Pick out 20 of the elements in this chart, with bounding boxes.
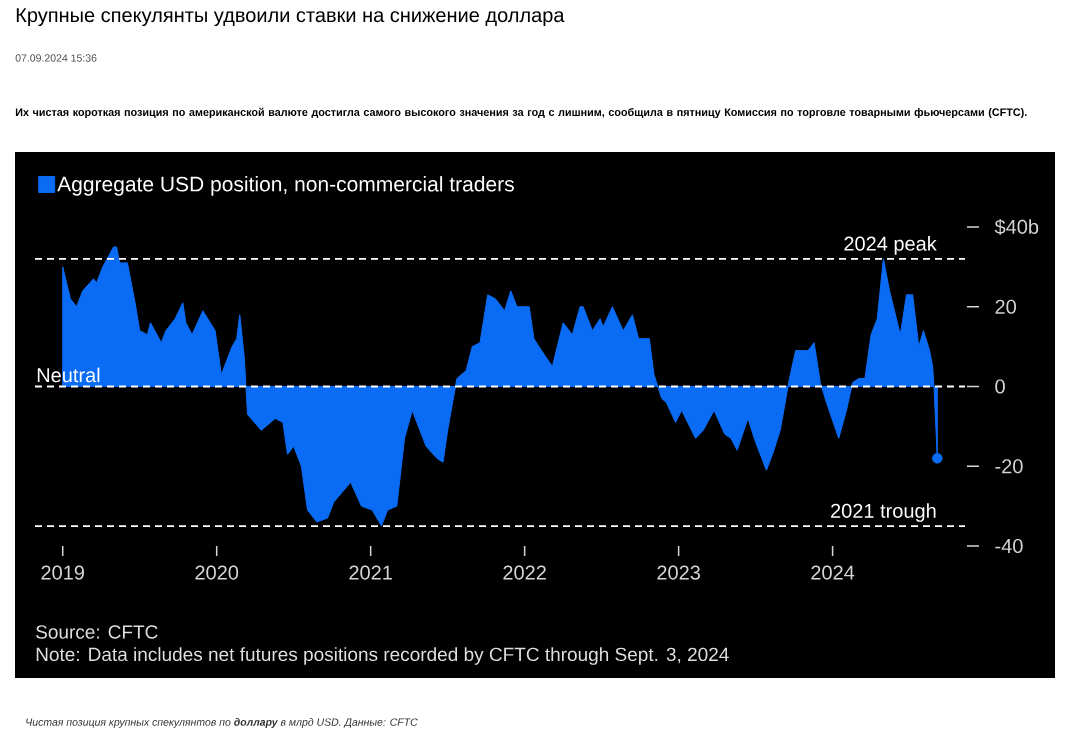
y-tick-label: 20: [995, 299, 1016, 314]
text: Чистая позиция крупных спекулянтов по доллару в млрд USD. Данные: CFTC: [26, 718, 418, 728]
y-tick-label: $40b: [994, 218, 1039, 236]
x-tick-label: 2024: [811, 565, 855, 580]
text: 07.09.2024 15:36: [15, 54, 97, 62]
x-tick-label: 2021: [349, 565, 392, 580]
x-tick-label: 2022: [503, 565, 546, 580]
source-note: Source: CFTC: [36, 625, 158, 639]
x-tick-label: 2023: [657, 565, 700, 580]
ref-line-label: 2024 peak: [844, 236, 937, 255]
x-tick-label: 2020: [195, 565, 239, 580]
y-tick-label: -20: [995, 459, 1023, 474]
x-tick-label: 2019: [41, 565, 84, 580]
y-tick-label: 0: [995, 379, 1005, 394]
text: Их чистая короткая позиция по американской валюте достигла самого высокого значения за год с лишним, сообщила в пятницу Комиссия по торговле товарными фьючерсами (CFTC).: [15, 107, 1027, 119]
text: Note: Data includes net futures positions recorded by CFTC through Sept. 3, 2024: [36, 647, 729, 665]
chart-title: Крупные спекулянты удвоили ставки на снижение доллара: [16, 8, 565, 27]
legend-label: Aggregate USD position, non-commercial traders: [57, 176, 514, 196]
y-tick-label: -40: [995, 538, 1023, 554]
ref-line-label: 2021 trough: [831, 503, 936, 522]
